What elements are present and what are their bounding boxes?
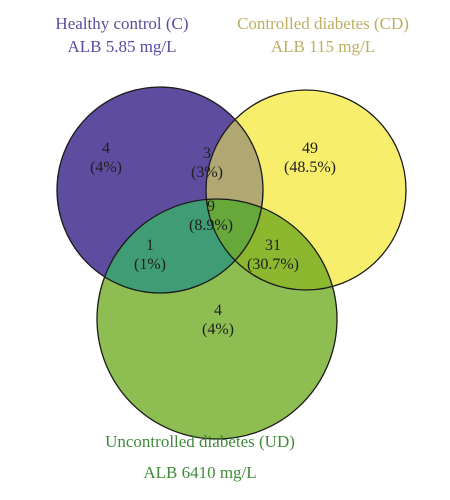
region-percent-cd-only: (48.5%) <box>284 159 336 176</box>
region-percent-c-ud: (1%) <box>134 256 166 273</box>
region-label-cd-ud: 31 (30.7%) <box>247 236 299 274</box>
region-percent-all: (8.9%) <box>189 217 233 234</box>
outline-controlled-diabetes <box>205 89 407 291</box>
region-percent-c-cd: (3%) <box>191 164 223 181</box>
set-detail-uncontrolled-diabetes: ALB 6410 mg/L <box>143 463 257 482</box>
region-count-c-cd: 3 <box>202 145 211 162</box>
region-percent-cd-ud: (30.7%) <box>247 256 299 273</box>
set-label-uncontrolled-diabetes: Uncontrolled diabetes (UD) ALB 6410 mg/L <box>50 426 350 488</box>
region-label-all: 9 (8.9%) <box>189 197 233 235</box>
outline-uncontrolled-diabetes <box>96 198 338 440</box>
set-label-controlled-diabetes: Controlled diabetes (CD) ALB 115 mg/L <box>218 12 428 58</box>
set-detail-healthy-control: ALB 5.85 mg/L <box>67 37 177 56</box>
region-count-c-only: 4 <box>101 140 110 157</box>
region-count-cd-only: 49 <box>301 140 318 157</box>
set-name-controlled-diabetes: Controlled diabetes (CD) <box>237 14 409 33</box>
set-name-healthy-control: Healthy control (C) <box>55 14 189 33</box>
set-detail-controlled-diabetes: ALB 115 mg/L <box>270 37 376 56</box>
set-name-uncontrolled-diabetes: Uncontrolled diabetes (UD) <box>105 432 295 451</box>
region-cd-ud-fill <box>206 199 337 290</box>
outline-healthy-control <box>56 86 264 294</box>
set-label-healthy-control: Healthy control (C) ALB 5.85 mg/L <box>22 12 222 58</box>
region-label-c-only: 4 (4%) <box>90 139 122 177</box>
region-label-cd-only: 49 (48.5%) <box>284 139 336 177</box>
region-label-c-ud: 1 (1%) <box>134 236 166 274</box>
region-c-ud-fill <box>97 199 263 293</box>
region-percent-ud-only: (4%) <box>202 321 234 338</box>
region-count-cd-ud: 31 <box>264 237 281 254</box>
region-percent-c-only: (4%) <box>90 159 122 176</box>
region-label-c-cd: 3 (3%) <box>191 144 223 182</box>
region-count-ud-only: 4 <box>213 302 222 319</box>
region-label-ud-only: 4 (4%) <box>202 301 234 339</box>
region-count-c-ud: 1 <box>145 237 154 254</box>
region-count-all: 9 <box>206 198 215 215</box>
